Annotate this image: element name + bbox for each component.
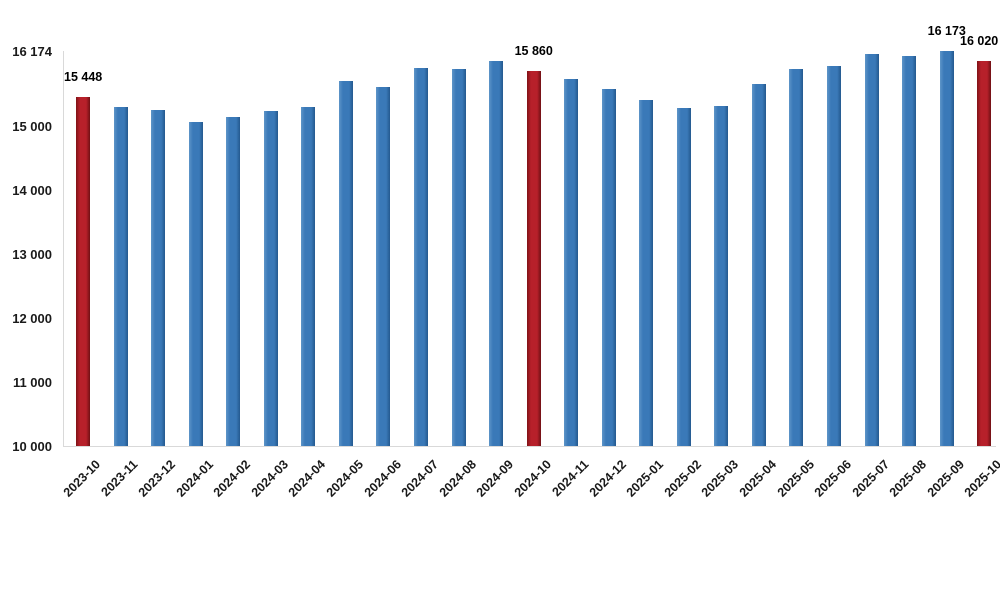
bar-2024-05: [338, 81, 353, 446]
bar-value-label: 16 020: [960, 33, 999, 48]
bar-2024-07: [413, 67, 428, 446]
bar-value-label: 15 448: [64, 70, 103, 85]
x-axis-tick-label: 2025-04: [736, 457, 780, 500]
x-axis-tick-label: 2025-02: [661, 457, 705, 500]
x-axis-tick-label: 2024-07: [398, 457, 442, 500]
bar-2024-03: [263, 111, 278, 446]
x-axis-tick-label: 2024-03: [248, 457, 291, 500]
x-axis-tick-label: 2025-01: [624, 457, 667, 500]
bar-2024-09: [489, 61, 504, 446]
bar-2023-11: [113, 107, 128, 446]
x-axis-tick-label: 2024-04: [286, 457, 329, 500]
x-axis-tick-label: 2025-07: [849, 457, 892, 500]
y-axis-tick-label: 13 000: [12, 247, 52, 263]
bar-2024-04: [301, 107, 316, 446]
bar-2025-06: [827, 66, 841, 446]
bar-2024-12: [601, 88, 616, 446]
y-axis-tick-label: 14 000: [12, 183, 52, 199]
bar-2024-10: [526, 71, 541, 446]
bar-2025-08: [902, 56, 917, 446]
x-axis-tick-label: 2025-10: [962, 457, 1000, 500]
bar-2024-02: [226, 117, 241, 446]
y-axis-tick-label: 15 000: [12, 119, 52, 135]
x-axis-tick-label: 2025-05: [774, 457, 817, 500]
y-axis-line: [63, 51, 64, 446]
bar-2023-12: [151, 110, 166, 446]
bar-2025-04: [751, 83, 766, 446]
bar-2025-01: [639, 99, 654, 446]
x-axis-tick-label: 2023-10: [60, 457, 104, 500]
x-axis-tick-label: 2023-12: [135, 457, 179, 500]
x-axis-tick-label: 2024-08: [436, 457, 479, 500]
bar-2024-11: [564, 78, 579, 446]
y-axis-tick-label: 11 000: [12, 375, 52, 391]
x-axis-tick-label: 2024-11: [549, 457, 592, 500]
bar-2024-06: [376, 87, 391, 446]
y-axis-tick-label: 10 000: [12, 439, 52, 454]
y-axis-tick-label: 12 000: [12, 311, 52, 327]
bar-2025-02: [676, 107, 691, 446]
bar-2024-08: [451, 68, 466, 446]
y-axis-tick-label: 16 174: [12, 44, 52, 59]
x-axis-tick-label: 2024-05: [323, 457, 367, 500]
bar-2025-09: [939, 51, 954, 446]
bar-2025-07: [864, 54, 879, 446]
x-axis-tick-label: 2024-01: [173, 457, 216, 500]
x-axis-tick-label: 2024-02: [211, 457, 254, 500]
x-axis-tick-label: 2024-12: [586, 457, 629, 500]
x-axis-tick-label: 2025-03: [699, 457, 742, 500]
x-axis-tick-label: 2025-09: [924, 457, 967, 500]
bar-2023-10: [76, 97, 90, 446]
x-axis-tick-label: 2024-10: [511, 457, 554, 500]
x-axis-tick-label: 2023-11: [98, 457, 141, 500]
bar-2024-01: [188, 121, 203, 446]
x-axis-tick-label: 2025-08: [886, 457, 930, 500]
x-axis-tick-label: 2025-06: [811, 457, 855, 500]
x-axis-line: [63, 446, 996, 447]
bar-value-label: 15 860: [514, 44, 553, 59]
bar-2025-03: [714, 105, 729, 446]
bar-2025-05: [789, 69, 804, 446]
x-axis-tick-label: 2024-06: [361, 457, 404, 500]
bar-value-label: 16 173: [927, 24, 966, 39]
bar-2025-10: [977, 60, 992, 446]
x-axis-tick-label: 2024-09: [473, 457, 517, 500]
